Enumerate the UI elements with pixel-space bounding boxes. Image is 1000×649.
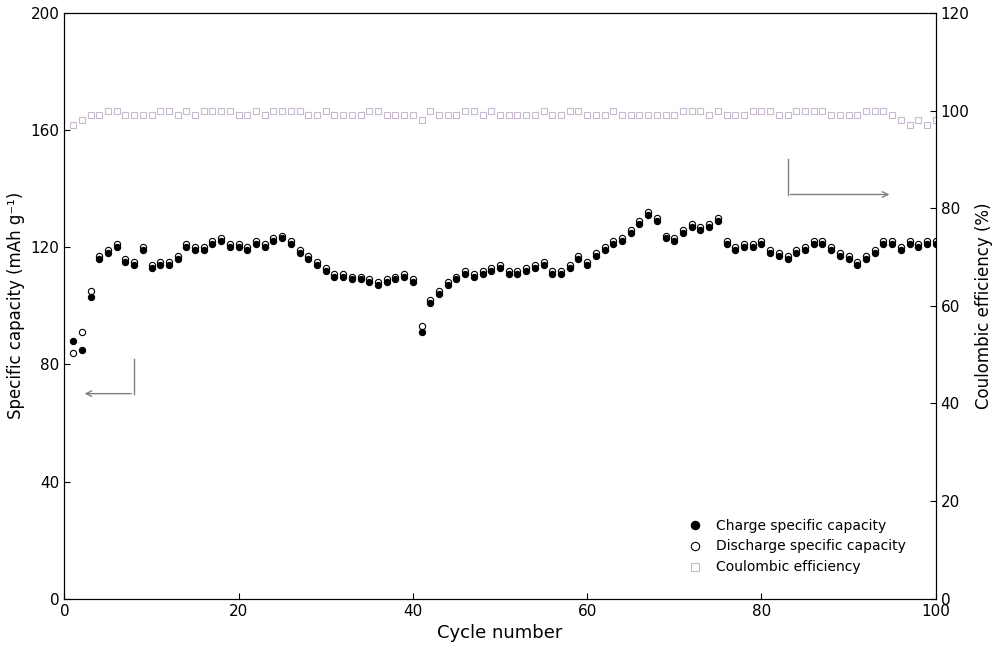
X-axis label: Cycle number: Cycle number [437,624,563,642]
Y-axis label: Coulombic efficiency (%): Coulombic efficiency (%) [975,202,993,409]
Legend: Charge specific capacity, Discharge specific capacity, Coulombic efficiency: Charge specific capacity, Discharge spec… [676,513,911,580]
Y-axis label: Specific capacity (mAh g⁻¹): Specific capacity (mAh g⁻¹) [7,192,25,419]
